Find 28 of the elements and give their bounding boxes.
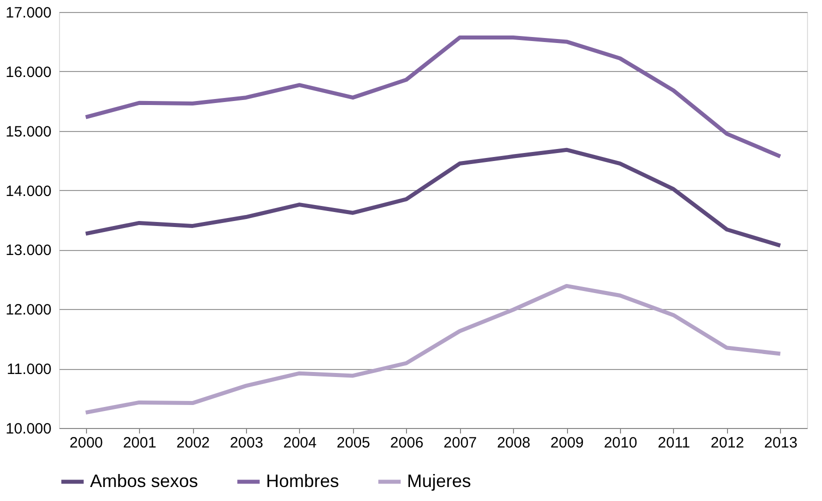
x-tick-label: 2008 [496,434,530,452]
x-tick-label: 2007 [444,434,477,452]
x-tick-label: 2002 [176,434,210,452]
y-tick-label: 15.000 [6,123,52,140]
x-tick-label: 2012 [710,434,744,452]
y-tick-label: 14.000 [6,182,52,200]
x-tick-label: 2009 [550,434,584,452]
y-tick-label: 12.000 [6,302,52,319]
x-tick-label: 2000 [70,434,103,452]
x-tick-label: 2004 [283,434,317,452]
line-series [84,284,782,415]
y-tick-label: 11.000 [6,361,52,378]
x-tick-label: 2011 [658,434,690,452]
line-series [84,36,782,158]
x-tick-label: 2005 [336,434,370,452]
x-tick-label: 2001 [122,434,156,452]
x-tick-label: 2013 [764,434,798,452]
legend-label: Hombres [266,470,340,491]
y-tick-label: 10.000 [6,420,52,438]
y-tick-label: 16.000 [6,64,52,81]
legend-label: Mujeres [407,470,472,491]
y-tick-label: 13.000 [6,242,52,260]
x-tick-label: 2006 [390,434,424,452]
y-tick-label: 17.000 [6,4,52,22]
line-series [84,148,782,248]
x-tick-label: 2003 [230,434,264,452]
legend-label: Ambos sexos [90,470,198,491]
x-tick-label: 2010 [604,434,638,452]
